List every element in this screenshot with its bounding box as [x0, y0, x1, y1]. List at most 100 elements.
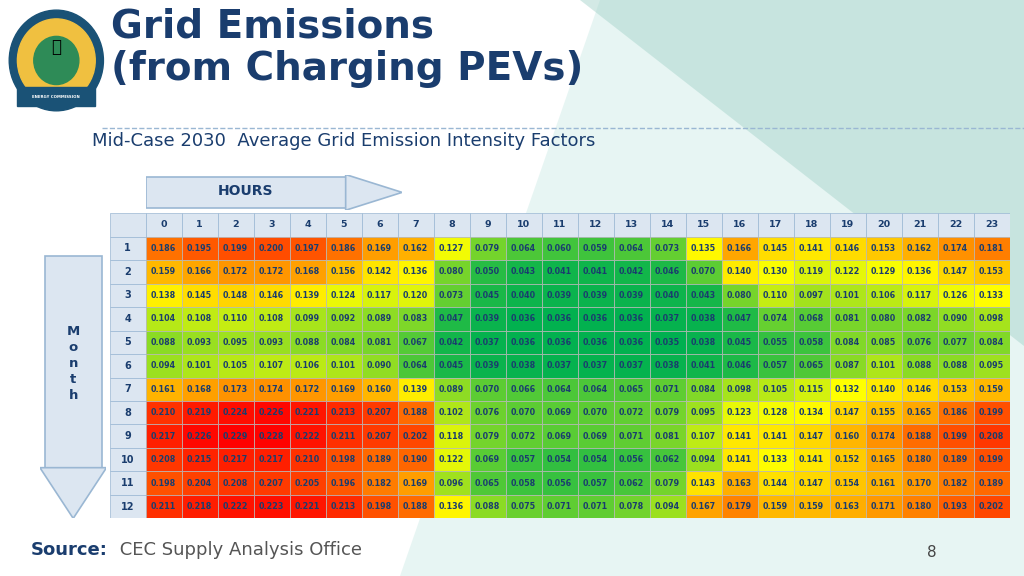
Bar: [649, 283, 686, 307]
Text: HOURS: HOURS: [218, 184, 273, 199]
Bar: [722, 307, 758, 331]
Bar: [506, 471, 542, 495]
Bar: [613, 213, 649, 237]
Text: 19: 19: [841, 221, 854, 229]
Bar: [506, 377, 542, 401]
Text: 0.169: 0.169: [367, 244, 392, 253]
Text: 0.207: 0.207: [367, 431, 392, 441]
Text: 0.143: 0.143: [691, 479, 716, 488]
Text: 0.079: 0.079: [655, 479, 680, 488]
Bar: [217, 495, 254, 518]
Text: 0.068: 0.068: [799, 314, 824, 323]
Text: 0.162: 0.162: [907, 244, 932, 253]
Text: 0.186: 0.186: [943, 408, 969, 417]
Text: 0.141: 0.141: [799, 455, 824, 464]
Bar: [938, 425, 974, 448]
Bar: [758, 401, 794, 425]
Text: 0.123: 0.123: [727, 408, 753, 417]
Text: 0.093: 0.093: [187, 338, 212, 347]
Text: 0.117: 0.117: [907, 291, 932, 300]
Text: 0.064: 0.064: [620, 244, 644, 253]
Bar: [217, 283, 254, 307]
Text: 0.147: 0.147: [943, 267, 969, 276]
Text: 0.047: 0.047: [439, 314, 464, 323]
Text: 17: 17: [769, 221, 782, 229]
Text: 0.153: 0.153: [871, 244, 896, 253]
Bar: [613, 377, 649, 401]
Text: 0.152: 0.152: [835, 455, 860, 464]
Bar: [758, 283, 794, 307]
Text: 0.108: 0.108: [187, 314, 212, 323]
Bar: [326, 471, 361, 495]
Bar: [110, 237, 145, 260]
Bar: [794, 401, 829, 425]
Text: 13: 13: [625, 221, 638, 229]
Bar: [686, 213, 722, 237]
Bar: [217, 237, 254, 260]
Bar: [433, 471, 470, 495]
Bar: [649, 448, 686, 471]
Bar: [506, 401, 542, 425]
Bar: [686, 260, 722, 283]
Text: 0.147: 0.147: [799, 431, 824, 441]
Text: 0.062: 0.062: [618, 479, 644, 488]
Bar: [290, 354, 326, 377]
Text: 0.058: 0.058: [511, 479, 537, 488]
Text: 0.069: 0.069: [547, 408, 572, 417]
Text: 0.160: 0.160: [836, 431, 860, 441]
Bar: [578, 401, 613, 425]
Text: 0.141: 0.141: [763, 431, 788, 441]
Text: 0.089: 0.089: [439, 385, 464, 394]
Text: 0.095: 0.095: [979, 361, 1005, 370]
Bar: [470, 213, 506, 237]
Text: 10: 10: [121, 454, 134, 465]
Text: 0.211: 0.211: [151, 502, 176, 511]
Text: 0.172: 0.172: [295, 385, 321, 394]
Bar: [865, 377, 902, 401]
Bar: [829, 448, 865, 471]
Text: 0.040: 0.040: [655, 291, 680, 300]
Bar: [290, 237, 326, 260]
Bar: [181, 331, 217, 354]
Text: 0.106: 0.106: [295, 361, 321, 370]
Text: 0.133: 0.133: [979, 291, 1005, 300]
Bar: [326, 307, 361, 331]
Text: 0.104: 0.104: [151, 314, 176, 323]
Text: 0.056: 0.056: [547, 479, 572, 488]
Bar: [397, 495, 433, 518]
Text: 10: 10: [517, 221, 530, 229]
Bar: [470, 425, 506, 448]
Text: 0.222: 0.222: [223, 502, 249, 511]
Text: 0.182: 0.182: [367, 479, 392, 488]
Text: 0.202: 0.202: [402, 431, 428, 441]
Text: 0.075: 0.075: [511, 502, 537, 511]
Bar: [326, 425, 361, 448]
Text: 0.093: 0.093: [259, 338, 284, 347]
Bar: [181, 448, 217, 471]
Text: 0.148: 0.148: [223, 291, 248, 300]
Text: 0.079: 0.079: [655, 408, 680, 417]
Bar: [686, 471, 722, 495]
Bar: [145, 401, 181, 425]
Text: 0.050: 0.050: [475, 267, 500, 276]
Bar: [542, 331, 578, 354]
Text: 0.064: 0.064: [403, 361, 428, 370]
Bar: [542, 425, 578, 448]
Bar: [397, 354, 433, 377]
Text: 0.159: 0.159: [979, 385, 1005, 394]
Text: 🐻: 🐻: [51, 39, 61, 56]
Bar: [578, 354, 613, 377]
Text: 0.070: 0.070: [583, 408, 608, 417]
Text: 0.189: 0.189: [979, 479, 1005, 488]
Bar: [974, 448, 1010, 471]
Text: 0.174: 0.174: [871, 431, 896, 441]
Bar: [217, 377, 254, 401]
Bar: [361, 495, 397, 518]
Text: 0.045: 0.045: [439, 361, 464, 370]
Text: 0.136: 0.136: [439, 502, 464, 511]
Text: 0.202: 0.202: [979, 502, 1005, 511]
Bar: [794, 237, 829, 260]
Text: 8: 8: [449, 221, 455, 229]
Bar: [361, 401, 397, 425]
Bar: [974, 471, 1010, 495]
